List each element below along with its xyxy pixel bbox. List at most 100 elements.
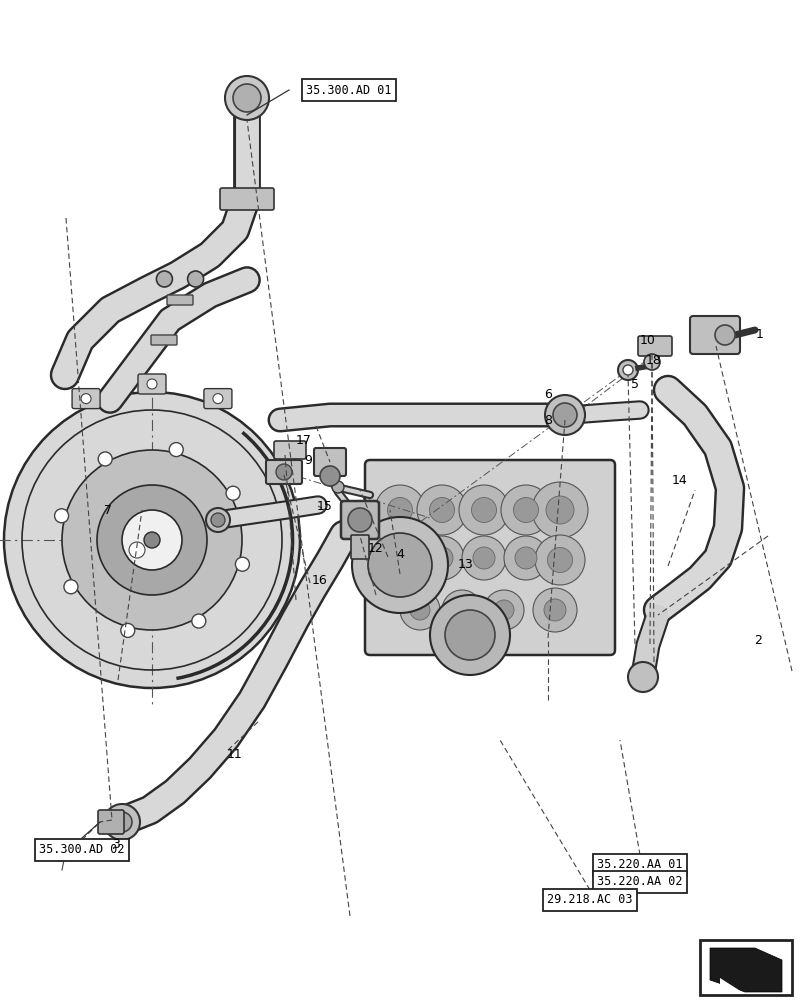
Circle shape bbox=[225, 76, 268, 120]
Text: 2: 2 bbox=[753, 634, 761, 647]
Text: 1: 1 bbox=[755, 328, 763, 342]
Circle shape bbox=[617, 360, 637, 380]
Circle shape bbox=[4, 392, 299, 688]
Circle shape bbox=[122, 510, 182, 570]
FancyBboxPatch shape bbox=[273, 441, 306, 459]
Circle shape bbox=[417, 485, 466, 535]
Text: 10: 10 bbox=[639, 334, 655, 347]
Circle shape bbox=[534, 535, 584, 585]
Text: 35.220.AA 01: 35.220.AA 01 bbox=[597, 858, 682, 871]
Polygon shape bbox=[709, 948, 781, 992]
Circle shape bbox=[191, 614, 205, 628]
Circle shape bbox=[441, 590, 482, 630]
Circle shape bbox=[493, 600, 513, 620]
Text: 14: 14 bbox=[672, 474, 687, 487]
Circle shape bbox=[552, 403, 577, 427]
Circle shape bbox=[429, 497, 454, 522]
Circle shape bbox=[129, 542, 145, 558]
Circle shape bbox=[419, 536, 463, 580]
Circle shape bbox=[225, 486, 240, 500]
Text: 4: 4 bbox=[396, 548, 403, 562]
FancyBboxPatch shape bbox=[365, 460, 614, 655]
Circle shape bbox=[157, 271, 172, 287]
Circle shape bbox=[500, 485, 551, 535]
Polygon shape bbox=[719, 978, 741, 992]
FancyBboxPatch shape bbox=[220, 188, 273, 210]
Circle shape bbox=[206, 508, 230, 532]
Text: 29.218.AC 03: 29.218.AC 03 bbox=[547, 893, 632, 906]
Circle shape bbox=[388, 547, 410, 569]
Text: 11: 11 bbox=[227, 748, 242, 762]
Circle shape bbox=[473, 547, 495, 569]
Circle shape bbox=[348, 508, 371, 532]
FancyBboxPatch shape bbox=[167, 295, 193, 305]
Circle shape bbox=[545, 496, 573, 524]
Circle shape bbox=[378, 536, 422, 580]
Circle shape bbox=[483, 590, 523, 630]
Text: 13: 13 bbox=[457, 558, 474, 572]
Text: 35.220.AA 02: 35.220.AA 02 bbox=[597, 876, 682, 888]
Circle shape bbox=[351, 517, 448, 613]
Circle shape bbox=[387, 497, 412, 522]
Circle shape bbox=[400, 590, 440, 630]
Circle shape bbox=[97, 485, 207, 595]
Circle shape bbox=[452, 600, 471, 620]
Circle shape bbox=[643, 354, 659, 370]
Circle shape bbox=[112, 812, 132, 832]
Circle shape bbox=[531, 482, 587, 538]
Circle shape bbox=[320, 466, 340, 486]
Text: 17: 17 bbox=[296, 434, 311, 446]
Circle shape bbox=[622, 365, 633, 375]
Circle shape bbox=[461, 536, 505, 580]
FancyBboxPatch shape bbox=[98, 810, 124, 834]
Circle shape bbox=[98, 452, 112, 466]
Circle shape bbox=[233, 84, 260, 112]
Circle shape bbox=[513, 497, 538, 522]
Text: 5: 5 bbox=[630, 378, 638, 391]
FancyBboxPatch shape bbox=[637, 336, 672, 356]
Text: 35.300.AD 02: 35.300.AD 02 bbox=[39, 843, 125, 856]
FancyBboxPatch shape bbox=[266, 460, 302, 484]
Circle shape bbox=[81, 394, 91, 404]
FancyBboxPatch shape bbox=[314, 448, 345, 476]
Circle shape bbox=[543, 599, 565, 621]
FancyBboxPatch shape bbox=[350, 535, 368, 559]
FancyBboxPatch shape bbox=[204, 389, 232, 409]
Circle shape bbox=[410, 600, 430, 620]
Circle shape bbox=[276, 464, 292, 480]
Text: 16: 16 bbox=[311, 574, 328, 586]
Circle shape bbox=[431, 547, 453, 569]
Text: 6: 6 bbox=[543, 388, 551, 401]
Text: 12: 12 bbox=[367, 542, 384, 554]
Circle shape bbox=[169, 443, 183, 457]
Circle shape bbox=[471, 497, 496, 522]
Circle shape bbox=[212, 394, 223, 404]
Circle shape bbox=[104, 804, 139, 840]
Text: 9: 9 bbox=[303, 454, 311, 466]
Circle shape bbox=[332, 481, 344, 493]
Circle shape bbox=[375, 485, 424, 535]
Text: 18: 18 bbox=[646, 354, 661, 366]
Circle shape bbox=[547, 548, 572, 572]
Circle shape bbox=[544, 395, 584, 435]
Circle shape bbox=[504, 536, 547, 580]
Text: 3: 3 bbox=[112, 838, 120, 851]
FancyBboxPatch shape bbox=[72, 389, 100, 409]
FancyBboxPatch shape bbox=[138, 374, 165, 394]
FancyBboxPatch shape bbox=[341, 501, 379, 539]
Text: 35.300.AD 01: 35.300.AD 01 bbox=[306, 84, 391, 97]
Circle shape bbox=[64, 580, 78, 594]
Circle shape bbox=[187, 271, 204, 287]
Circle shape bbox=[458, 485, 508, 535]
FancyBboxPatch shape bbox=[151, 335, 177, 345]
Text: 15: 15 bbox=[316, 499, 333, 512]
Circle shape bbox=[367, 533, 431, 597]
Circle shape bbox=[211, 513, 225, 527]
FancyBboxPatch shape bbox=[699, 940, 791, 995]
Circle shape bbox=[62, 450, 242, 630]
Circle shape bbox=[147, 379, 157, 389]
Circle shape bbox=[627, 662, 657, 692]
Circle shape bbox=[121, 623, 135, 637]
Circle shape bbox=[430, 595, 509, 675]
Circle shape bbox=[714, 325, 734, 345]
